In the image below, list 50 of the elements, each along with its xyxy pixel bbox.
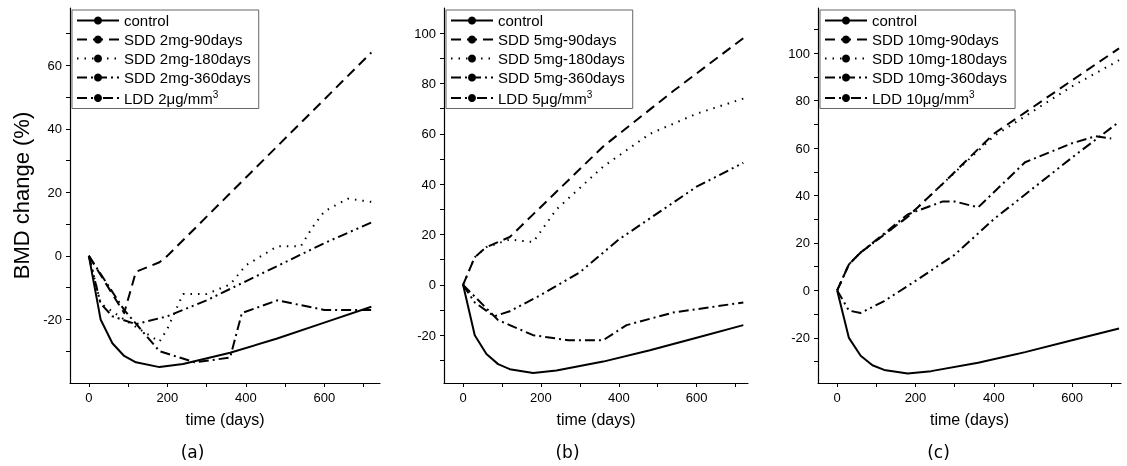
y-tick-label: 100	[414, 25, 436, 41]
y-tick-label: 80	[421, 76, 436, 91]
y-tick-label: 20	[421, 227, 436, 243]
x-axis-title: time (days)	[185, 410, 265, 428]
text: (a)	[180, 441, 205, 462]
y-tick-label: 40	[795, 188, 810, 203]
y-tick-label: 20	[47, 184, 62, 200]
x-tick-label: 0	[833, 390, 841, 405]
text: (b)	[555, 441, 580, 462]
x-tick-label: 400	[607, 390, 630, 405]
y-tick-label: 0	[54, 248, 62, 264]
x-tick-label: 600	[685, 390, 708, 405]
legend-label: SDD 5mg-360days	[498, 69, 625, 86]
y-tick-label: -20	[791, 330, 810, 346]
legend-label: SDD 2mg-360days	[124, 69, 251, 86]
text: (c)	[927, 441, 950, 462]
legend-label: SDD 10mg-180days	[872, 50, 1008, 67]
x-axis-title: time (days)	[556, 410, 636, 428]
y-tick-label: 80	[795, 93, 810, 109]
y-axis-title: BMD change (%)	[8, 111, 34, 280]
legend-label: SDD 2mg-180days	[124, 50, 251, 67]
x-tick-label: 0	[85, 390, 93, 405]
legend-label: SDD 5mg-180days	[498, 50, 625, 67]
x-tick-label: 0	[459, 390, 467, 405]
y-tick-label: 40	[47, 121, 62, 137]
x-tick-label: 400	[982, 390, 1005, 405]
legend-label: SDD 10mg-360days	[872, 69, 1008, 86]
y-tick-label: 60	[47, 57, 62, 73]
x-tick-label: 200	[904, 390, 927, 405]
legend-label: control	[872, 12, 918, 29]
y-tick-label: -20	[417, 327, 436, 343]
x-axis-title: time (days)	[929, 410, 1010, 428]
x-tick-label: 400	[234, 390, 257, 405]
x-tick-label: 200	[530, 390, 552, 405]
y-tick-label: 100	[788, 45, 810, 61]
x-tick-label: 600	[1061, 390, 1083, 405]
legend-label: SDD 10mg-90days	[872, 31, 999, 48]
y-tick-label: 20	[795, 235, 810, 251]
x-tick-label: 600	[313, 390, 336, 405]
legend-label: SDD 5mg-90days	[498, 31, 617, 48]
x-tick-label: 200	[156, 390, 179, 405]
y-tick-label: 0	[802, 282, 810, 298]
y-tick-label: 40	[421, 176, 436, 192]
legend-label: control	[498, 12, 544, 29]
legend-label: SDD 2mg-90days	[124, 31, 243, 48]
legend-label: control	[124, 12, 170, 29]
y-tick-label: 0	[428, 277, 436, 293]
y-tick-label: 60	[421, 126, 436, 142]
y-tick-label: -20	[43, 311, 62, 327]
y-tick-label: 60	[795, 140, 810, 156]
